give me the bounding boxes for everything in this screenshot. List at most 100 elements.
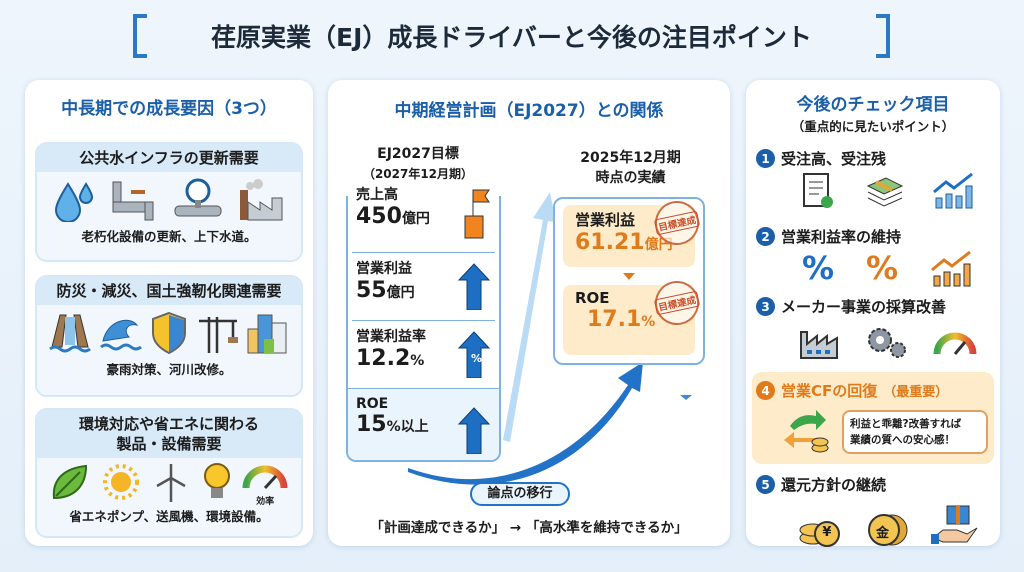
target-flag-icon bbox=[464, 189, 490, 239]
growth-factors-panel: 中長期での成長要因（3つ） 公共水インフラの更新需要 老朽化設備の更新、上下水道… bbox=[25, 80, 313, 546]
text-value: ¥ bbox=[822, 525, 832, 540]
leaf-icon bbox=[52, 464, 87, 500]
mid-term-plan-panel: 中期経営計画（EJ2027）との関係 EJ2027目標 （2027年12月期） … bbox=[328, 80, 730, 546]
card-footer: 老朽化設備の更新、上下水道。 bbox=[81, 229, 257, 244]
down-triangle-icon bbox=[623, 273, 635, 286]
text-value: 17.1 bbox=[587, 307, 642, 332]
card-header-line2: 製品・設備需要 bbox=[116, 435, 222, 453]
check-items-panel: 今後のチェック項目 （重点的に見たいポイント） 1 受注高、受注残 2 営業利益率の… bbox=[746, 80, 1000, 548]
energy-saving-card: 環境対応や省エネに関わる 製品・設備需要 効率 省エネポンプ、送風機、環境設備。 bbox=[35, 408, 303, 538]
page-title-text: 荏原実業（EJ）成長ドライバーと今後の注目ポイント bbox=[211, 23, 812, 52]
card-header: 環境対応や省エネに関わる bbox=[78, 415, 259, 433]
check-item-1: 1 受注高、受注残 bbox=[756, 148, 886, 169]
percent-blue-icon: % bbox=[801, 249, 835, 287]
text-value: 2 bbox=[756, 227, 775, 246]
efficiency-gauge-icon: 効率 bbox=[242, 462, 288, 507]
target-sales: 売上高 450億円 bbox=[356, 184, 496, 229]
up-arrow-icon bbox=[457, 407, 491, 454]
check-items-subtitle: （重点的に見たいポイント） bbox=[791, 119, 955, 134]
crane-icon bbox=[199, 317, 239, 353]
water-drop-icon bbox=[54, 182, 93, 222]
text-value: 受注高、受注残 bbox=[781, 150, 887, 168]
text-value: 15 bbox=[356, 412, 387, 437]
actual-operating-profit: 営業利益 61.21億円 目標達成 bbox=[563, 196, 704, 267]
shift-description: 「計画達成できるか」 → 「高水準を維持できるか」 bbox=[328, 516, 730, 536]
performance-gauge-icon bbox=[933, 332, 977, 355]
actuals-box: 営業利益 61.21億円 目標達成 ROE 17.1% 目標達成 bbox=[553, 196, 705, 365]
text-value: 450 bbox=[356, 204, 402, 229]
pressure-gauge-icon bbox=[174, 178, 222, 217]
percent-orange-icon: % bbox=[865, 249, 899, 287]
text-value: 億円 bbox=[401, 211, 430, 227]
text-value: 億円 bbox=[386, 285, 415, 301]
shield-icon bbox=[151, 311, 186, 355]
text-value: 売上高 bbox=[356, 187, 398, 203]
card-header: 公共水インフラの更新需要 bbox=[37, 144, 301, 172]
text-value: 業績の質への安心感！ bbox=[850, 434, 955, 446]
text-value: 営業利益率 bbox=[356, 329, 426, 345]
card-footer: 豪雨対策、河川改修。 bbox=[106, 362, 232, 377]
document-check-icon bbox=[803, 173, 833, 208]
pipe-valve-icon bbox=[112, 181, 154, 221]
cf-note-bubble: 利益と乖離?改善すれば 業績の質への安心感！ bbox=[842, 410, 988, 454]
buildings-icon bbox=[247, 314, 287, 354]
text-value: 1 bbox=[756, 149, 775, 168]
gears-icon bbox=[867, 328, 906, 358]
check-item-5: 5 還元方針の継続 bbox=[756, 474, 886, 495]
text-value: 利益と乖離?改善すれば bbox=[850, 418, 962, 430]
card-footer: 省エネポンプ、送風機、環境設備。 bbox=[69, 509, 269, 524]
text-value: 金 bbox=[875, 526, 889, 541]
wind-turbine-icon bbox=[156, 464, 186, 502]
dam-icon bbox=[49, 314, 92, 353]
factory-icon bbox=[800, 331, 839, 359]
target-subheading: （2027年12月期） bbox=[362, 167, 474, 181]
target-roe: ROE 15%以上 bbox=[356, 396, 496, 437]
actual-roe: ROE 17.1% 目標達成 bbox=[563, 276, 704, 355]
target-heading: EJ2027目標 bbox=[377, 146, 459, 162]
text-value: メーカー事業の採算改善 bbox=[781, 298, 947, 316]
mid-term-plan-title: 中期経営計画（EJ2027）との関係 bbox=[394, 101, 664, 121]
targets-box: 売上高 450億円 営業利益 55億円 営業利益率 12.2% % ROE 15%以上 bbox=[346, 187, 501, 462]
up-arrow-percent-icon bbox=[457, 331, 491, 378]
check-item-3: 3 メーカー事業の採算改善 bbox=[756, 296, 946, 317]
text-value: 61.21 bbox=[575, 230, 645, 255]
wave-icon bbox=[99, 319, 142, 351]
text-value: %以上 bbox=[386, 419, 429, 435]
yen-coins-icon: ¥ bbox=[797, 508, 841, 548]
shift-label-pill: 論点の移行 bbox=[470, 482, 570, 506]
right-arrow-icon: → bbox=[509, 520, 522, 536]
page-title: 荏原実業（EJ）成長ドライバーと今後の注目ポイント bbox=[133, 10, 890, 62]
text-value: ROE bbox=[575, 289, 610, 307]
disaster-prevention-card: 防災・減災、国土強靭化関連需要 豪雨対策、河川改修。 bbox=[35, 275, 303, 397]
text-value: ROE bbox=[356, 396, 389, 412]
from-text: 「計画達成できるか」 bbox=[370, 520, 506, 536]
up-arrow-icon bbox=[457, 263, 491, 310]
text-value: 3 bbox=[756, 297, 775, 316]
card-header: 防災・減災、国土強靭化関連需要 bbox=[37, 277, 301, 305]
text-value: % bbox=[641, 314, 656, 330]
text-value: 目標達成 bbox=[653, 290, 701, 316]
factory-icon bbox=[240, 179, 283, 221]
sun-icon bbox=[103, 464, 140, 500]
text-value: （最重要） bbox=[883, 385, 949, 400]
growth-factors-title: 中長期での成長要因（3つ） bbox=[61, 99, 277, 119]
text-value: 営業利益 bbox=[575, 211, 636, 229]
growth-chart-icon bbox=[933, 172, 973, 209]
light-bulb-icon bbox=[203, 463, 230, 498]
text-value: 営業CFの回復 bbox=[781, 382, 878, 400]
text-value: 還元方針の継続 bbox=[781, 476, 887, 494]
percent-symbol: % bbox=[470, 352, 482, 365]
target-operating-profit: 営業利益 55億円 bbox=[356, 258, 496, 303]
text-value: 目標達成 bbox=[653, 210, 701, 236]
text-value: 営業利益 bbox=[356, 261, 412, 277]
to-text: 「高水準を維持できるか」 bbox=[525, 520, 688, 536]
check-item-4: 4 営業CFの回復 （最重要） bbox=[756, 380, 948, 401]
text-value: 4 bbox=[756, 381, 775, 400]
target-operating-margin: 営業利益率 12.2% bbox=[356, 326, 496, 371]
money-stack-icon bbox=[866, 177, 904, 207]
text-value: 5 bbox=[756, 475, 775, 494]
gift-hand-icon bbox=[930, 505, 978, 544]
cash-flow-icon bbox=[784, 410, 829, 453]
water-infra-card: 公共水インフラの更新需要 老朽化設備の更新、上下水道。 bbox=[35, 142, 303, 262]
transition-arrow-graphic bbox=[408, 192, 692, 485]
